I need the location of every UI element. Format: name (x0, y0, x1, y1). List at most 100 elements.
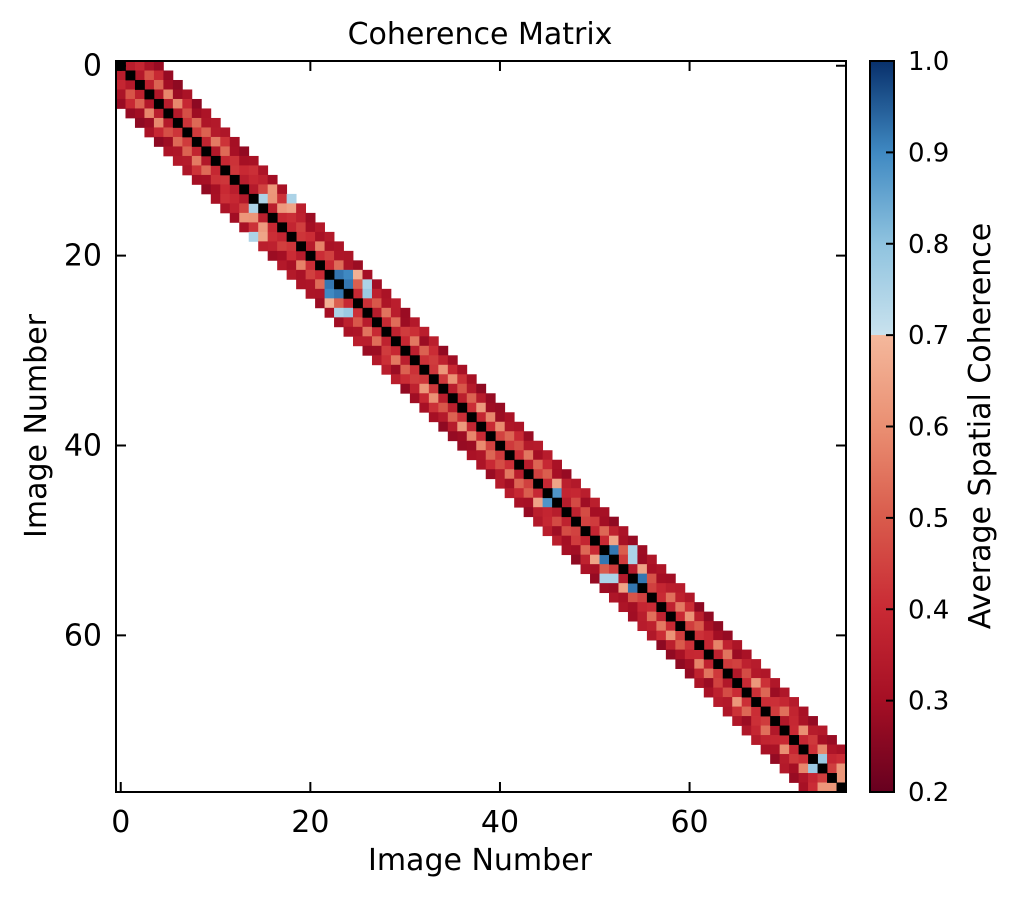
heatmap-cell (371, 336, 382, 347)
heatmap-cell (732, 687, 743, 698)
heatmap-cell (580, 488, 591, 499)
heatmap-cell (428, 393, 439, 404)
heatmap-cell (703, 649, 714, 660)
heatmap-cell (722, 668, 733, 679)
heatmap-cell (533, 450, 544, 461)
heatmap-cell (684, 602, 695, 613)
heatmap-cell (144, 79, 155, 90)
heatmap-cell (665, 640, 676, 650)
heatmap-cell (514, 478, 525, 489)
heatmap-cell (580, 545, 591, 556)
heatmap-cell (665, 602, 676, 613)
heatmap-cell (580, 535, 591, 546)
heatmap-cell (210, 127, 221, 138)
heatmap-cell (267, 193, 278, 204)
heatmap-cell (153, 117, 164, 128)
heatmap-cell (438, 393, 449, 404)
heatmap-cell (561, 526, 572, 537)
heatmap-cell (665, 592, 676, 603)
colorbar-tick-label: 0.3 (908, 687, 949, 717)
heatmap-cell (751, 668, 762, 679)
heatmap-cell (220, 174, 231, 185)
heatmap-cell (504, 440, 515, 451)
heatmap-cell (362, 298, 373, 309)
heatmap-cell (476, 459, 487, 470)
heatmap-cell (457, 421, 468, 432)
heatmap-cell (125, 79, 136, 90)
heatmap-cell (722, 678, 733, 688)
heatmap-cell (627, 573, 638, 584)
heatmap-cell (239, 174, 250, 185)
heatmap-cell (656, 621, 667, 632)
heatmap-cell (741, 668, 752, 679)
heatmap-cell (267, 222, 278, 233)
colorbar-tick-label: 1.0 (908, 47, 949, 77)
heatmap-cell (760, 744, 771, 755)
heatmap-cell (315, 288, 325, 299)
heatmap-cell (438, 412, 449, 423)
heatmap-cell (457, 364, 468, 375)
heatmap-cell (713, 640, 724, 650)
heatmap-cell (523, 488, 534, 499)
heatmap-cell (447, 355, 458, 366)
heatmap-cell (827, 782, 837, 793)
heatmap-cell (476, 412, 487, 423)
heatmap-cell (438, 383, 449, 394)
heatmap-cell (656, 630, 667, 641)
heatmap-cell (485, 402, 496, 413)
heatmap-cell (627, 592, 638, 603)
heatmap-cell (514, 459, 525, 470)
heatmap-cell (665, 611, 676, 622)
heatmap-cell (400, 336, 411, 347)
heatmap-cell (428, 412, 439, 423)
heatmap-cell (438, 355, 449, 366)
heatmap-cell (381, 307, 392, 318)
heatmap-cell (770, 687, 781, 698)
heatmap-cell (798, 706, 809, 717)
heatmap-cell (371, 317, 382, 328)
heatmap-cell (277, 193, 288, 204)
heatmap-cell (134, 89, 145, 100)
heatmap-cell (296, 260, 307, 271)
heatmap-cell (296, 231, 307, 242)
heatmap-cell (533, 507, 544, 518)
heatmap-cell (116, 70, 126, 81)
heatmap-cell (305, 279, 316, 290)
heatmap-cell (608, 516, 619, 527)
heatmap-cell (315, 241, 325, 252)
heatmap-cell (239, 146, 250, 157)
heatmap-cell (741, 725, 752, 736)
heatmap-cell (191, 117, 202, 128)
heatmap-cell (684, 668, 695, 679)
heatmap-cell (362, 307, 373, 318)
heatmap-cell (751, 735, 762, 745)
heatmap-cell (163, 79, 174, 90)
heatmap-cell (343, 269, 354, 280)
heatmap-cell (504, 488, 515, 499)
heatmap-cell (144, 89, 155, 100)
heatmap-cell (125, 89, 136, 100)
heatmap-cell (561, 545, 572, 556)
heatmap-cell (514, 431, 525, 442)
heatmap-cell (561, 507, 572, 518)
heatmap-cell (116, 98, 126, 109)
heatmap-cell (627, 564, 638, 575)
heatmap-cell (277, 231, 288, 242)
heatmap-cell (220, 165, 231, 176)
heatmap-cell (675, 630, 686, 641)
x-tick-label: 0 (111, 805, 130, 840)
heatmap-cell (239, 155, 250, 166)
heatmap-cell (571, 488, 581, 499)
heatmap-cell (229, 212, 240, 223)
heatmap-cell (495, 450, 506, 461)
heatmap-cell (144, 127, 155, 138)
heatmap-cell (618, 592, 629, 603)
heatmap-cell (409, 364, 420, 375)
heatmap-cell (315, 269, 325, 280)
heatmap-cell (172, 89, 183, 100)
heatmap-cell (599, 507, 610, 518)
heatmap-cell (409, 393, 420, 404)
heatmap-cell (286, 241, 297, 252)
heatmap-cell (561, 497, 572, 508)
heatmap-cell (324, 250, 335, 261)
